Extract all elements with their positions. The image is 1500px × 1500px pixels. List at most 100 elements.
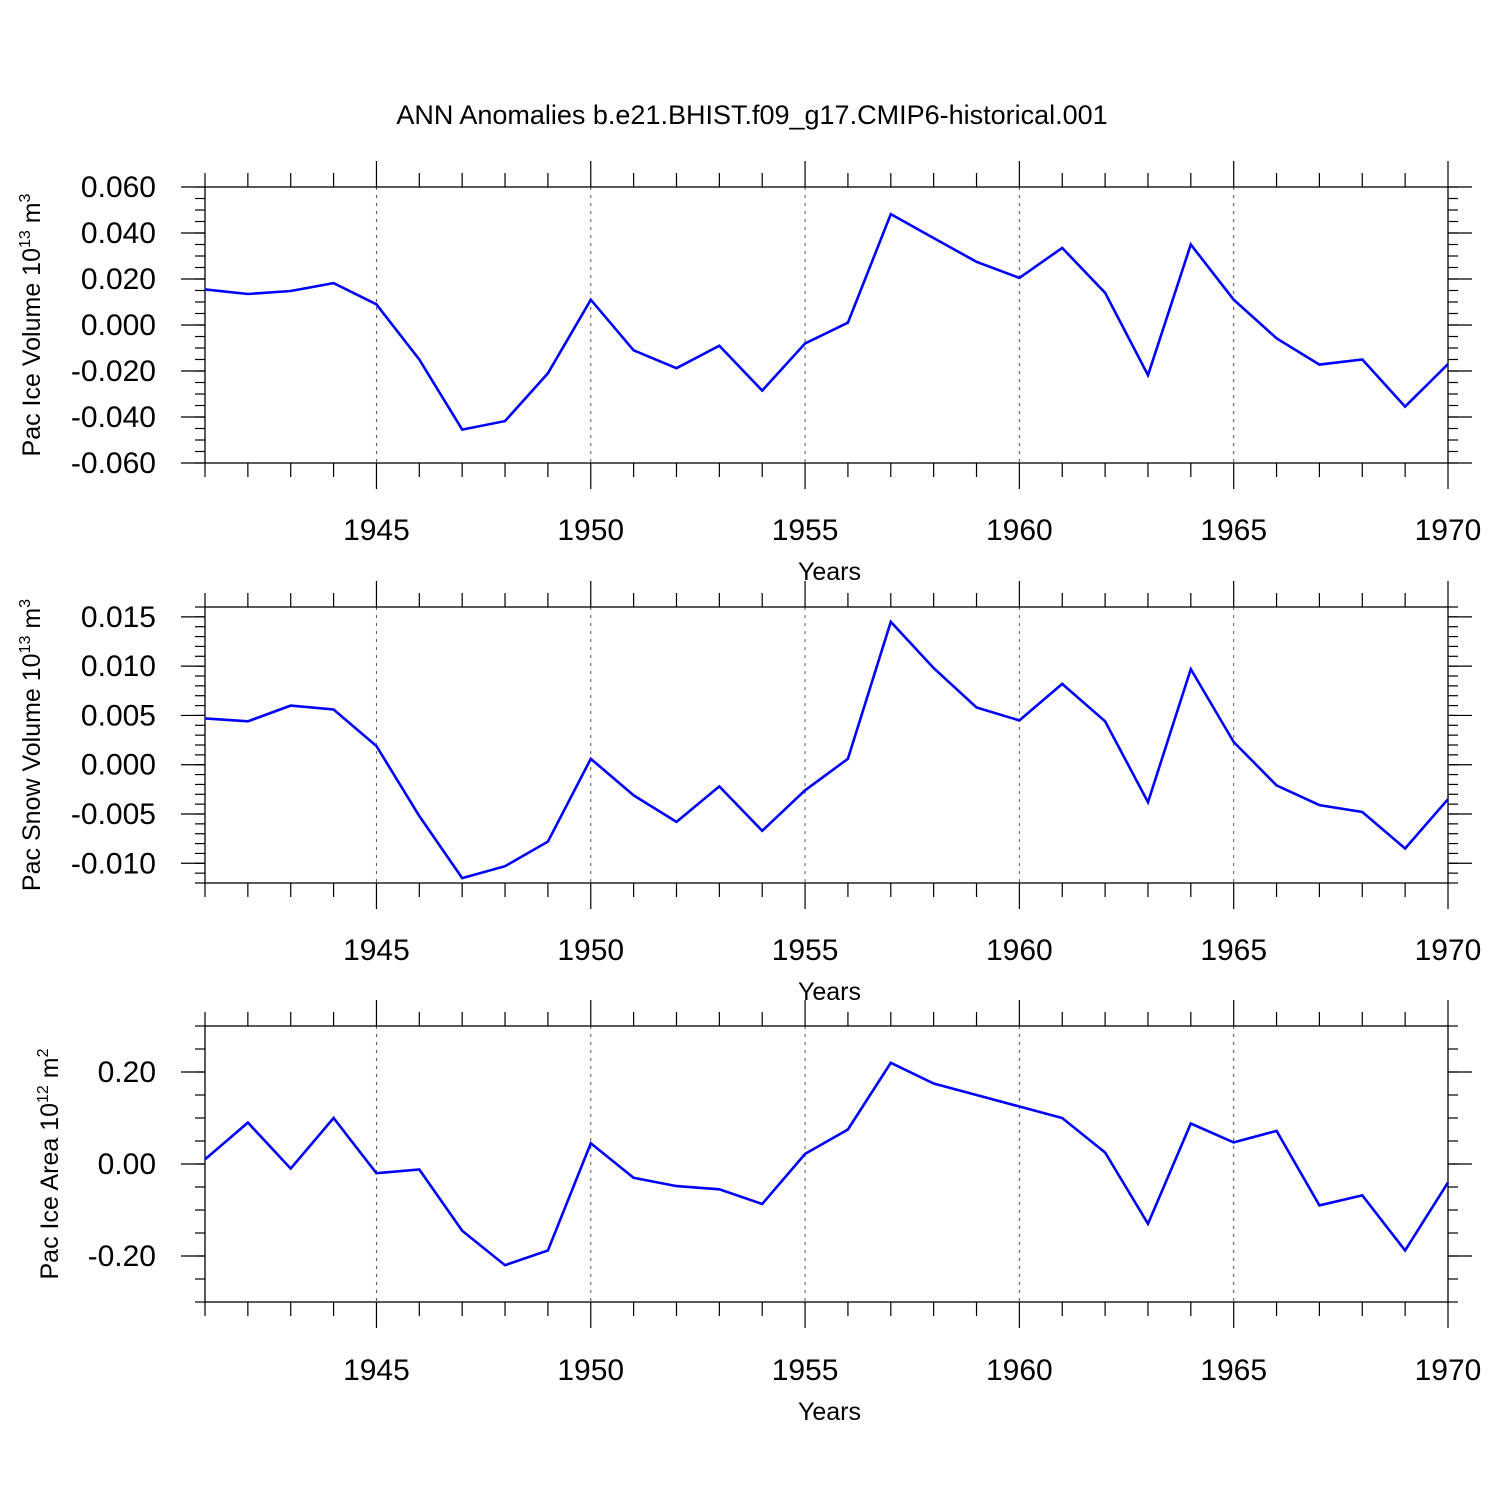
data-point (503, 419, 507, 423)
x-axis-title: Years (798, 558, 861, 586)
data-point (417, 814, 421, 818)
data-point (632, 793, 636, 797)
data-point (932, 236, 936, 240)
chart-panel-2: 0.015 0.010 0.005 0.000 -0.005 -0.010 1945 1950… (17, 581, 1481, 1006)
y-axis-title-part: Pac Ice Area 10 (36, 1103, 64, 1280)
y-tick-label: 0.040 (81, 217, 156, 250)
data-point (246, 1121, 250, 1125)
data-point (332, 708, 336, 712)
data-point (760, 829, 764, 833)
data-point (760, 1202, 764, 1206)
data-point (1317, 363, 1321, 367)
data-point (203, 1157, 207, 1161)
data-point (1275, 783, 1279, 787)
data-point (546, 371, 550, 375)
plot-frame (204, 606, 1449, 884)
data-point (1232, 298, 1236, 302)
y-tick-label: -0.040 (71, 401, 156, 434)
data-point (460, 1229, 464, 1233)
series-line (204, 619, 1449, 880)
data-point (632, 348, 636, 352)
data-point (1360, 810, 1364, 814)
data-point (632, 1176, 636, 1180)
y-axis-title-part: m (18, 202, 46, 230)
data-point (1189, 243, 1193, 247)
data-point (674, 1184, 678, 1188)
y-axis-title-part: Pac Snow Volume 10 (18, 653, 46, 891)
y-tick-label: 0.015 (81, 601, 156, 634)
data-point (546, 1248, 550, 1252)
data-point (1017, 276, 1021, 280)
data-point (1103, 719, 1107, 723)
data-point (803, 1152, 807, 1156)
data-point (1060, 1116, 1064, 1120)
data-point (846, 321, 850, 325)
data-point (503, 864, 507, 868)
series-line (204, 1061, 1450, 1267)
x-tick-label: 1965 (1200, 1354, 1267, 1387)
x-tick-label: 1955 (772, 514, 839, 547)
data-point (1146, 1222, 1150, 1226)
data-point (1446, 797, 1450, 801)
y-axis-title-part: m (18, 608, 46, 636)
data-point (460, 428, 464, 432)
x-tick-label: 1965 (1200, 934, 1267, 967)
data-point (717, 1187, 721, 1191)
y-axis-title-part: 3 (17, 193, 34, 202)
y-axis-title-part: 2 (35, 1048, 52, 1057)
data-point (932, 666, 936, 670)
chart-panel-1: 0.060 0.040 0.020 0.000 -0.020 -0.040 -0.060 19… (17, 161, 1481, 586)
data-point (1275, 336, 1279, 340)
data-point (1189, 1122, 1193, 1126)
data-point (203, 716, 207, 720)
data-point (803, 788, 807, 792)
x-tick-label: 1945 (343, 514, 410, 547)
x-tick-label: 1960 (986, 514, 1053, 547)
y-tick-label: 0.060 (81, 171, 156, 204)
data-point (1403, 405, 1407, 409)
x-tick-label: 1950 (557, 934, 624, 967)
y-axis-title-part: 13 (17, 230, 34, 248)
y-tick-label: -0.005 (71, 798, 156, 831)
x-tick-label: 1950 (557, 514, 624, 547)
data-point (374, 302, 378, 306)
data-point (589, 1141, 593, 1145)
data-point (246, 719, 250, 723)
y-axis-title: Pac Ice Area 1012 m2 (35, 1048, 64, 1279)
data-point (975, 706, 979, 710)
y-tick-label: 0.000 (81, 749, 156, 782)
data-point (1360, 358, 1364, 362)
data-point (1275, 1129, 1279, 1133)
data-point (1317, 1203, 1321, 1207)
data-point (1017, 718, 1021, 722)
data-point (332, 1116, 336, 1120)
data-point (846, 757, 850, 761)
data-point (546, 840, 550, 844)
data-point (1360, 1193, 1364, 1197)
chart-panel-3: 0.20 0.00 -0.20 1945 1950 1955 1960 1965 1970 Yea… (35, 1000, 1481, 1426)
y-tick-label: -0.020 (71, 355, 156, 388)
y-axis-title-part: 12 (35, 1085, 52, 1103)
x-tick-label: 1960 (986, 934, 1053, 967)
data-point (203, 287, 207, 291)
x-tick-label: 1970 (1415, 934, 1482, 967)
data-point (674, 366, 678, 370)
chart-title: ANN Anomalies b.e21.BHIST.f09_g17.CMIP6-… (396, 100, 1107, 130)
x-tick-label: 1960 (986, 1354, 1053, 1387)
x-axis-title: Years (798, 1398, 861, 1426)
y-axis-title-part: 3 (17, 599, 34, 608)
data-point (1317, 803, 1321, 807)
y-tick-label: 0.010 (81, 650, 156, 683)
data-point (1232, 1140, 1236, 1144)
data-point (1146, 373, 1150, 377)
data-point (1103, 1151, 1107, 1155)
data-point (889, 1061, 893, 1065)
data-point (1017, 1105, 1021, 1109)
data-point (717, 344, 721, 348)
data-point (1446, 362, 1450, 366)
y-tick-label: 0.20 (98, 1056, 156, 1089)
x-tick-label: 1970 (1415, 514, 1482, 547)
data-point (374, 1171, 378, 1175)
y-tick-label: -0.060 (71, 447, 156, 480)
